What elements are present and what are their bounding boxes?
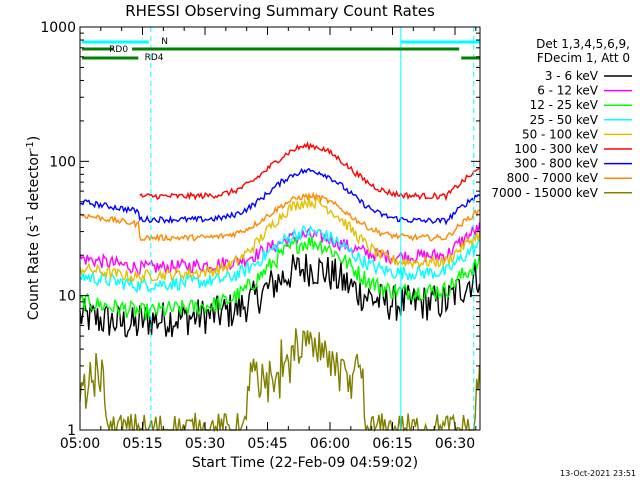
y-axis-label-main: Count Rate (s xyxy=(26,225,42,320)
series-line-2 xyxy=(79,235,481,321)
legend-entry-7: 800 - 7000 keV xyxy=(507,171,599,185)
y-axis-label: Count Rate (s-1 detector-1) xyxy=(25,136,42,320)
y-axis-ticks: 1 10 100 1000 xyxy=(40,20,480,439)
x-tick-label-6: 06:30 xyxy=(435,436,475,452)
legend: Det 1,3,4,5,6,9,FDecim 1, Att 0 3 - 6 keV… xyxy=(491,37,632,200)
y-axis-label-sup2: -1 xyxy=(25,141,36,151)
legend-entry-3: 25 - 50 keV xyxy=(530,113,599,127)
y-tick-label-1: 10 xyxy=(58,289,76,305)
legend-entry-2: 12 - 25 keV xyxy=(530,98,599,112)
x-axis-label: Start Time (22-Feb-09 04:59:02) xyxy=(192,455,418,471)
rd0-bar-label: RD0 xyxy=(109,45,128,55)
legend-header-0: Det 1,3,4,5,6,9, xyxy=(536,37,630,51)
x-tick-label-3: 05:45 xyxy=(247,436,287,452)
y-tick-label-0: 1 xyxy=(67,423,76,439)
y-axis-label-end: ) xyxy=(26,136,42,141)
y-tick-label-2: 100 xyxy=(49,154,76,170)
mode-bars: N RD0 RD4 xyxy=(82,37,480,63)
x-tick-label-4: 06:00 xyxy=(310,436,350,452)
series-line-1 xyxy=(79,222,481,276)
x-tick-label-0: 05:00 xyxy=(60,436,100,452)
y-axis-label-sup: -1 xyxy=(25,215,36,225)
legend-entry-6: 300 - 800 keV xyxy=(514,157,598,171)
rd4-bar-label: RD4 xyxy=(145,53,164,63)
n-bar-label: N xyxy=(161,37,168,47)
series-line-5 xyxy=(139,140,480,202)
series-line-6 xyxy=(79,167,480,226)
series-line-7 xyxy=(79,191,480,243)
legend-entry-8: 7000 - 15000 keV xyxy=(491,186,598,200)
series-line-3 xyxy=(79,224,481,294)
render-timestamp: 13-Oct-2021 23:51 xyxy=(560,469,636,478)
x-tick-label-1: 05:15 xyxy=(122,436,162,452)
legend-entry-0: 3 - 6 keV xyxy=(545,69,599,83)
x-tick-label-5: 06:15 xyxy=(372,436,412,452)
y-tick-label-3: 1000 xyxy=(40,20,76,36)
legend-entry-4: 50 - 100 keV xyxy=(522,127,599,141)
x-axis-ticks: 05:00 05:15 05:30 05:45 06:00 06:15 06:30 xyxy=(60,27,477,452)
chart-title: RHESSI Observing Summary Count Rates xyxy=(125,2,435,20)
legend-entry-1: 6 - 12 keV xyxy=(537,84,599,98)
legend-header-1: FDecim 1, Att 0 xyxy=(537,51,630,65)
y-axis-label-mid: detector xyxy=(26,151,42,215)
series-line-4 xyxy=(79,196,481,284)
plot-frame xyxy=(79,26,481,431)
x-tick-label-2: 05:30 xyxy=(185,436,225,452)
legend-entry-5: 100 - 300 keV xyxy=(514,142,598,156)
